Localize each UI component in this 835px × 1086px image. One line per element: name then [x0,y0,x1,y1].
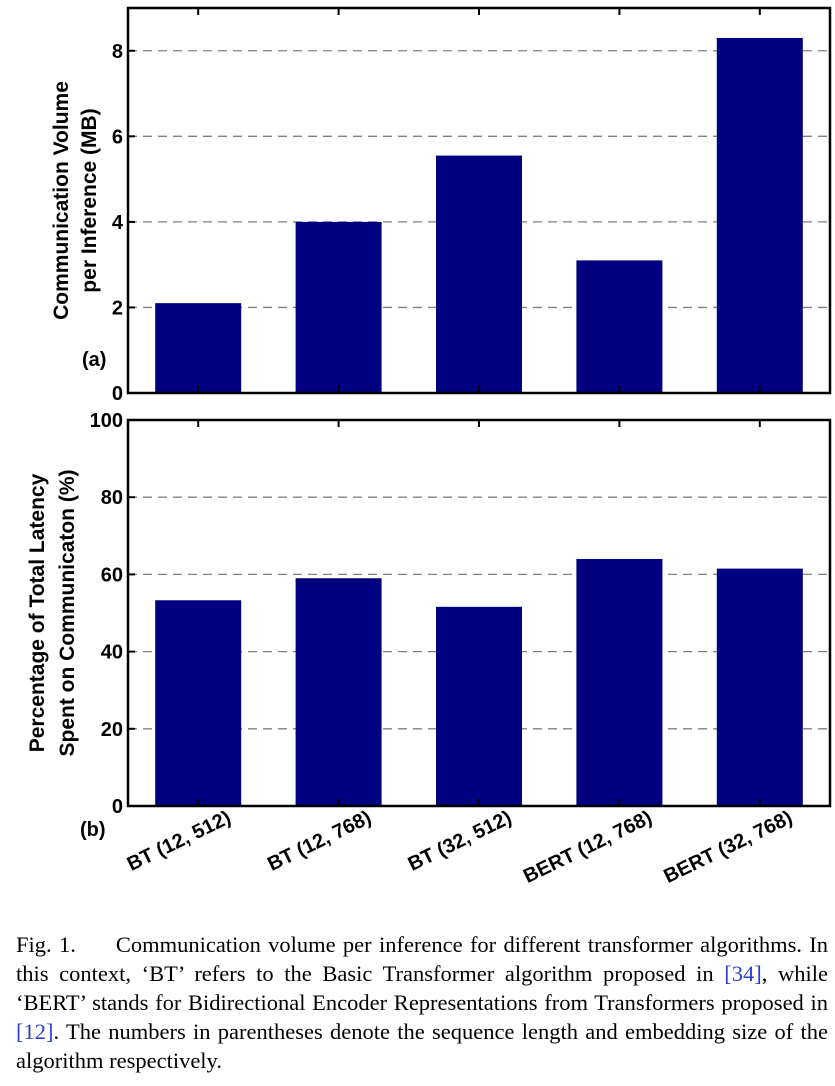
bar-b-0 [155,600,242,806]
caption-text-3: . The numbers in parentheses denote the … [16,1019,828,1073]
bar-a-0 [155,303,242,393]
ytick-label-b-1: 20 [101,719,123,741]
figure: 0 2 4 6 8 Communication Volume per Inference (… [26,6,832,888]
ytick-label-b-0: 0 [112,796,123,818]
bar-a-1 [295,221,382,393]
bar-b-1 [295,578,382,806]
category-label-3: BERT (12, 768) [520,807,656,888]
bar-b-3 [576,558,663,806]
category-label-2: BT (32, 512) [405,807,516,876]
ytick-label-a-2: 4 [112,212,124,234]
ytick-label-a-0: 0 [112,383,123,405]
category-label-1: BT (12, 768) [264,807,375,876]
ylabel-a-line2: per Inference (MB) [78,108,101,292]
ytick-label-b-4: 80 [101,487,123,509]
ylabel-b-line1: Percentage of Total Latency [26,473,49,752]
bar-a-4 [716,37,803,393]
figure-caption: Fig. 1. Communication volume per inferenc… [16,930,828,1075]
ytick-label-b-3: 60 [101,564,123,586]
caption-text-1: Communication volume per inference for d… [16,932,829,986]
ylabel-b-line2: Spent on Communicaton (%) [56,470,79,757]
bar-b-4 [716,568,803,806]
caption-figure-number: Fig. 1. [16,932,76,957]
bar-b-2 [436,606,522,806]
caption-reference-34[interactable]: [34] [724,961,762,986]
chart-svg: 0 2 4 6 8 Communication Volume per Inference (… [26,6,832,888]
ylabel-a-line1: Communication Volume [50,81,73,320]
bar-a-2 [436,155,522,393]
panel-label-a: (a) [82,349,106,371]
category-label-4: BERT (32, 768) [660,807,796,888]
ytick-label-b-2: 40 [101,642,123,664]
ytick-label-a-4: 8 [112,41,123,63]
caption-text-2: , while ‘BERT’ stands for Bidirectional … [16,961,828,1015]
ytick-label-a-3: 6 [112,126,123,148]
caption-reference-12[interactable]: [12] [16,1019,54,1044]
panel-label-b: (b) [80,819,106,841]
ytick-label-b-5: 100 [90,410,123,432]
bar-a-3 [576,260,663,393]
ytick-label-a-1: 2 [112,297,123,319]
category-label-0: BT (12, 512) [124,807,235,876]
